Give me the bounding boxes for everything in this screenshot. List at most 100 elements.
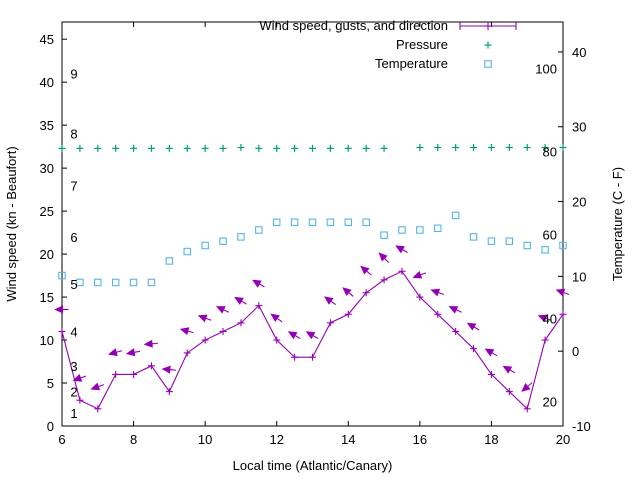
temperature-point (111, 278, 120, 287)
wind-direction-arrow (484, 348, 498, 357)
y-tick-label: 30 (40, 161, 54, 176)
wind-speed-line (61, 270, 564, 410)
temperature-point (237, 233, 245, 241)
wind-direction-arrow (378, 252, 390, 263)
temperature-point (362, 218, 370, 227)
x-tick-label: 16 (413, 432, 427, 447)
wind-speed-point (309, 353, 316, 361)
y-tick-label: 10 (40, 333, 54, 348)
fahrenheit-scale-label: 100 (535, 61, 557, 76)
wind-speed-point (416, 293, 424, 301)
wind-speed-point (201, 336, 209, 344)
pressure-point (255, 144, 263, 152)
y-tick-label: 0 (47, 419, 54, 434)
wind-speed-point (541, 336, 549, 344)
wind-speed-point (398, 267, 406, 275)
pressure-point (165, 144, 173, 152)
pressure-point (362, 144, 370, 152)
wind-direction-arrow (412, 270, 427, 279)
wind-direction-arrow (502, 365, 516, 374)
pressure-point (130, 144, 138, 152)
y2-tick-label: -10 (572, 419, 591, 434)
x-tick-label: 12 (269, 432, 283, 447)
temperature-point (380, 231, 388, 239)
legend-label: Temperature (375, 56, 448, 71)
pressure-point (219, 144, 227, 152)
y-tick-label: 25 (40, 204, 54, 219)
wind-direction-arrow (430, 288, 445, 297)
temperature-point (129, 278, 138, 287)
legend-marker (484, 41, 492, 49)
legend-label: Wind speed, gusts, and direction (259, 18, 448, 33)
pressure-point (94, 144, 102, 152)
pressure-point (112, 144, 120, 152)
temperature-point (219, 237, 227, 245)
wind-direction-arrow (90, 382, 105, 391)
wind-direction-arrow (270, 313, 283, 323)
labels-group: 6 8 10 12 14 16 18 20051015202530354045-1001020… (4, 32, 625, 473)
wind-direction-arrow (360, 265, 372, 276)
temperature-point (541, 246, 549, 254)
y2-tick-label: 0 (572, 344, 579, 359)
beaufort-scale-label: 3 (70, 359, 77, 374)
pressure-point (183, 144, 191, 152)
y2-tick-label: 30 (572, 120, 586, 135)
wind-direction-arrow (72, 374, 87, 382)
wind-speed-point (237, 319, 245, 327)
x-tick-label: 14 (341, 432, 355, 447)
fahrenheit-scale-label: 60 (543, 227, 557, 242)
temperature-point (255, 226, 263, 234)
legend-label: Pressure (396, 37, 448, 52)
wind-speed-point (183, 349, 191, 357)
wind-direction-arrow (521, 382, 533, 392)
temperature-point (398, 226, 406, 234)
pressure-point (523, 143, 531, 151)
pressure-point (326, 144, 334, 152)
temperature-point (308, 218, 317, 227)
wind-speed-point (434, 310, 442, 318)
wind-direction-arrow (537, 314, 552, 323)
legend-marker (459, 22, 517, 30)
pressure-point (487, 143, 495, 151)
wind-direction-arrow (54, 305, 69, 314)
pressure-point (58, 144, 66, 152)
beaufort-scale-label: 9 (70, 67, 77, 82)
wind-speed-point (380, 276, 388, 284)
temperature-point (469, 233, 478, 241)
wind-direction-arrow (234, 296, 247, 305)
fahrenheit-scale-label: 40 (543, 311, 557, 326)
y-tick-label: 5 (47, 376, 54, 391)
wind-speed-point (94, 405, 102, 413)
wind-direction-arrow (108, 348, 123, 357)
wind-speed-point (130, 370, 138, 378)
legend-marker (484, 60, 492, 68)
x-tick-label: 20 (556, 432, 570, 447)
wind-speed-point (326, 319, 334, 327)
wind-direction-arrow (161, 365, 176, 374)
wind-direction-arrow (555, 288, 570, 297)
temperature-point (433, 224, 442, 233)
wind-speed-point (76, 396, 84, 404)
beaufort-scale-label: 6 (70, 230, 77, 245)
wind-speed-point (219, 327, 227, 335)
wind-direction-arrow (197, 314, 212, 323)
wind-direction-arrow (179, 327, 194, 336)
wind-speed-point (487, 370, 495, 378)
wind-direction-arrow (125, 348, 141, 357)
fahrenheit-scale-label: 80 (543, 144, 557, 159)
pressure-point (452, 143, 460, 151)
wind-direction-arrow (448, 306, 462, 314)
pressure-point (505, 143, 513, 151)
pressure-point (416, 143, 424, 151)
wind-speed-point (523, 405, 531, 413)
y2-axis-title: Temperature (C - F) (610, 167, 625, 281)
series-group (54, 143, 570, 413)
pressure-point (541, 143, 549, 151)
temperature-point (559, 241, 567, 250)
y-tick-label: 35 (40, 118, 54, 133)
wind-speed-point (255, 302, 263, 310)
temperature-point (326, 218, 335, 227)
y-axis-title: Wind speed (kn - Beaufort) (4, 146, 19, 301)
beaufort-scale-label: 4 (70, 324, 77, 339)
